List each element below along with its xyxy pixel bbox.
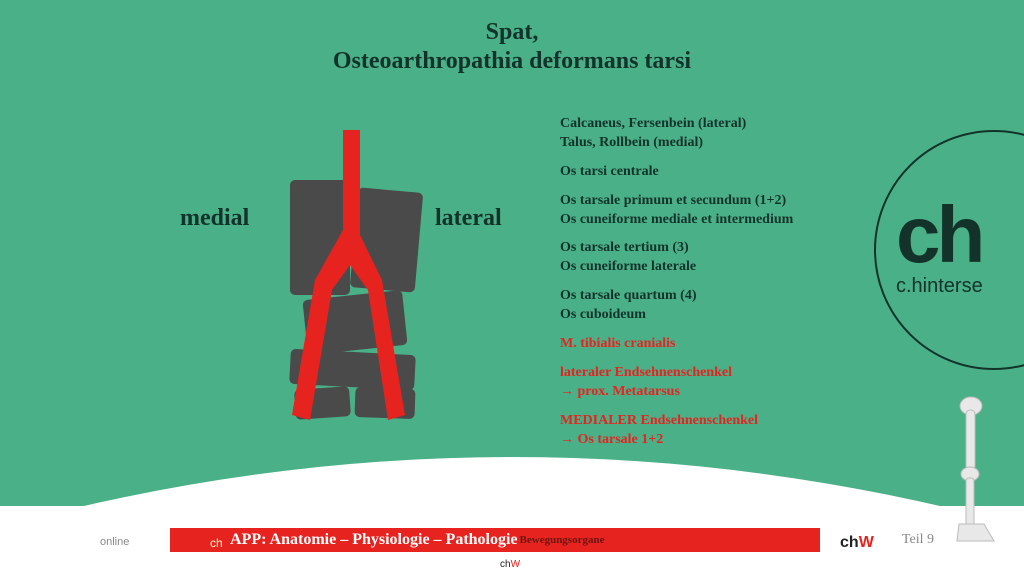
leg-bone-icon (949, 396, 999, 546)
anat-talus: Talus, Rollbein (medial) (560, 135, 703, 150)
footer-bar-sub: Bewegungsorgane (520, 534, 605, 546)
footer-bar: APP: Anatomie – Physiologie – Pathologie… (170, 528, 820, 552)
footer-bar-main: APP: Anatomie – Physiologie – Pathologie (230, 531, 518, 549)
footer-left-text: online (100, 536, 129, 548)
chw-small-logo: chW (500, 559, 520, 570)
chw-logo: chW (840, 534, 874, 552)
title-line2: Osteoarthropathia deformans tarsi (0, 47, 1024, 76)
anat-tertium2: Os cuneiforme laterale (560, 259, 696, 274)
anat-med2: → Os tarsale 1+2 (560, 432, 663, 447)
anat-calcaneus: Calcaneus, Fersenbein (lateral) (560, 116, 746, 131)
anatomy-text: Calcaneus, Fersenbein (lateral) Talus, R… (560, 115, 860, 459)
logo-small: c.hinterse (896, 275, 983, 298)
footer-right-text: Teil 9 (902, 532, 934, 548)
title-line1: Spat, (0, 18, 1024, 47)
anat-lat1: lateraler Endsehnenschenkel (560, 365, 732, 380)
anat-quartum1: Os tarsale quartum (4) (560, 288, 697, 303)
anat-primum2: Os cuneiforme mediale et intermedium (560, 212, 793, 227)
anat-centrale: Os tarsi centrale (560, 163, 860, 182)
anat-med1: MEDIALER Endsehnenschenkel (560, 413, 758, 428)
anat-quartum2: Os cuboideum (560, 307, 646, 322)
anat-primum1: Os tarsale primum et secundum (1+2) (560, 193, 786, 208)
label-lateral: lateral (435, 205, 502, 232)
logo-big: ch (896, 203, 981, 267)
anat-tertium1: Os tarsale tertium (3) (560, 240, 689, 255)
chw-in-bar: ch (210, 536, 223, 550)
slide-title: Spat, Osteoarthropathia deformans tarsi (0, 18, 1024, 76)
anat-lat2: → prox. Metatarsus (560, 384, 680, 399)
tarsal-diagram (260, 120, 440, 440)
label-medial: medial (180, 205, 249, 232)
anat-muscle: M. tibialis cranialis (560, 335, 860, 354)
